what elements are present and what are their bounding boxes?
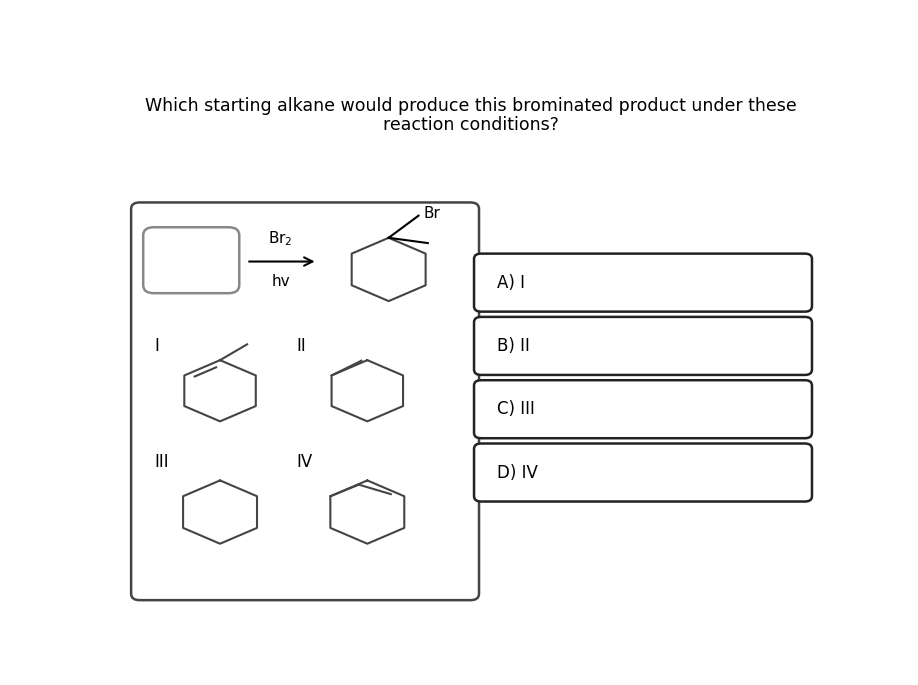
Text: Br: Br	[423, 206, 441, 221]
Text: I: I	[154, 337, 159, 355]
FancyBboxPatch shape	[143, 227, 240, 293]
Text: C) III: C) III	[497, 400, 534, 419]
FancyBboxPatch shape	[474, 317, 812, 375]
Text: III: III	[154, 453, 169, 471]
Text: hv: hv	[271, 274, 290, 288]
FancyBboxPatch shape	[474, 380, 812, 438]
Text: reaction conditions?: reaction conditions?	[383, 116, 558, 134]
Text: D) IV: D) IV	[497, 464, 538, 482]
Text: IV: IV	[297, 453, 312, 471]
Text: B) II: B) II	[497, 337, 530, 355]
Text: II: II	[297, 337, 306, 355]
Text: Br$_2$: Br$_2$	[268, 229, 293, 249]
Text: A) I: A) I	[497, 273, 525, 292]
Text: Which starting alkane would produce this brominated product under these: Which starting alkane would produce this…	[145, 97, 796, 115]
FancyBboxPatch shape	[474, 443, 812, 501]
FancyBboxPatch shape	[474, 253, 812, 312]
FancyBboxPatch shape	[131, 203, 479, 600]
